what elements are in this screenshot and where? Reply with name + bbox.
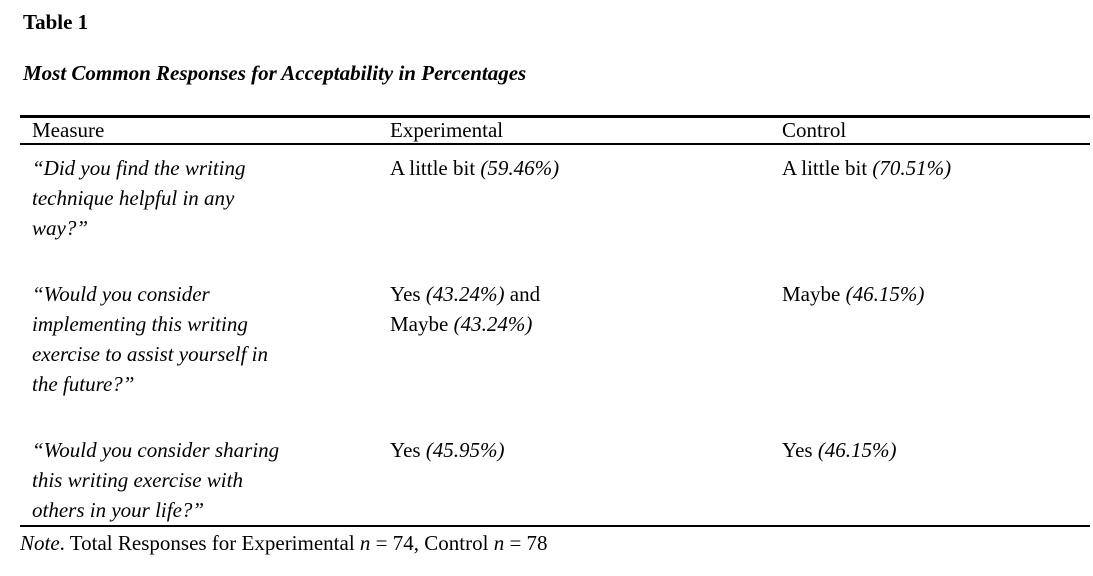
text-segment: exercise to assist yourself in bbox=[32, 342, 269, 366]
experimental-cell: Yes (45.95%) bbox=[390, 427, 782, 526]
table-header: Measure Experimental Control bbox=[20, 116, 1090, 145]
text-segment: Note bbox=[20, 531, 60, 555]
text-segment: A little bit bbox=[390, 156, 481, 180]
table-body: “Did you find the writing technique helpf… bbox=[20, 144, 1090, 526]
table-row: “Would you consider sharing this writing … bbox=[20, 427, 1090, 526]
experimental-cell: Yes (43.24%) and Maybe (43.24%) bbox=[390, 271, 782, 427]
text-segment: n bbox=[493, 531, 505, 555]
text-segment: n bbox=[359, 531, 371, 555]
text-segment: Maybe bbox=[390, 312, 454, 336]
text-segment: = 78 bbox=[504, 531, 548, 555]
text-segment: (59.46%) bbox=[480, 156, 560, 180]
header-row: Measure Experimental Control bbox=[20, 116, 1090, 145]
table-note: Note. Total Responses for Experimental n… bbox=[20, 528, 1090, 558]
text-segment: others in your life?” bbox=[32, 498, 205, 522]
text-segment: (43.24%) bbox=[453, 312, 533, 336]
text-segment: Yes bbox=[390, 282, 426, 306]
column-header-experimental: Experimental bbox=[390, 116, 782, 145]
table-title: Most Common Responses for Acceptability … bbox=[23, 61, 527, 85]
text-segment: A little bit bbox=[782, 156, 873, 180]
measure-cell: “Would you consider implementing this wri… bbox=[20, 271, 390, 427]
text-segment: Maybe bbox=[782, 282, 846, 306]
table-row: “Would you consider implementing this wri… bbox=[20, 271, 1090, 427]
text-segment: (46.15%) bbox=[817, 438, 897, 462]
table-number-label: Table 1 bbox=[23, 10, 89, 34]
text-segment: this writing exercise with bbox=[32, 468, 243, 492]
text-segment: (45.95%) bbox=[425, 438, 505, 462]
column-header-control: Control bbox=[782, 116, 1090, 145]
text-segment: and bbox=[504, 282, 541, 306]
text-segment: “Would you consider bbox=[32, 282, 210, 306]
text-segment: = 74, Control bbox=[370, 531, 494, 555]
text-segment: way?” bbox=[32, 216, 89, 240]
measure-cell: “Would you consider sharing this writing … bbox=[20, 427, 390, 526]
text-segment: technique helpful in any bbox=[32, 186, 235, 210]
control-cell: A little bit (70.51%) bbox=[782, 144, 1090, 271]
text-segment: “Did you find the writing bbox=[32, 156, 246, 180]
text-segment: Yes bbox=[390, 438, 426, 462]
text-segment: the future?” bbox=[32, 372, 135, 396]
text-segment: Yes bbox=[782, 438, 818, 462]
experimental-cell: A little bit (59.46%) bbox=[390, 144, 782, 271]
column-header-measure: Measure bbox=[20, 116, 390, 145]
text-segment: implementing this writing bbox=[32, 312, 248, 336]
text-segment: (43.24%) bbox=[425, 282, 505, 306]
text-segment: “Would you consider sharing bbox=[32, 438, 280, 462]
apa-table: Measure Experimental Control “Did you fi… bbox=[20, 115, 1090, 527]
document-page: Table 1 Most Common Responses for Accept… bbox=[20, 10, 1090, 558]
control-cell: Maybe (46.15%) bbox=[782, 271, 1090, 427]
table-row: “Did you find the writing technique helpf… bbox=[20, 144, 1090, 271]
text-segment: (70.51%) bbox=[872, 156, 952, 180]
text-segment: (46.15%) bbox=[845, 282, 925, 306]
measure-cell: “Did you find the writing technique helpf… bbox=[20, 144, 390, 271]
control-cell: Yes (46.15%) bbox=[782, 427, 1090, 526]
text-segment: . Total Responses for Experimental bbox=[59, 531, 360, 555]
